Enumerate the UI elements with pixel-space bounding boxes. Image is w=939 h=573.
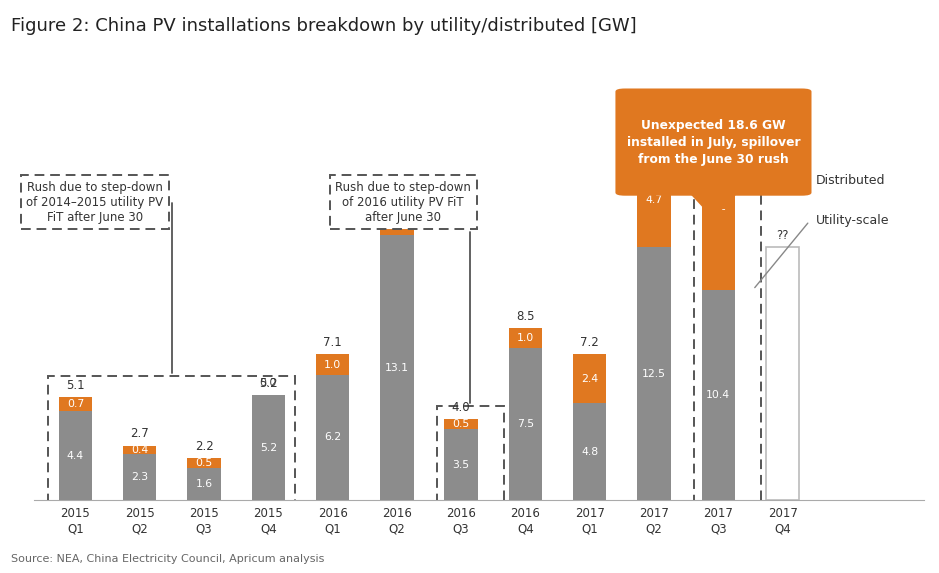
Bar bbox=[444, 429, 478, 500]
Text: Source: NEA, China Electricity Council, Apricum analysis: Source: NEA, China Electricity Council, … bbox=[11, 555, 325, 564]
Bar bbox=[444, 419, 478, 429]
Text: Distributed: Distributed bbox=[816, 174, 885, 187]
Text: 18.6: 18.6 bbox=[705, 106, 731, 119]
Bar bbox=[701, 124, 735, 290]
Text: 4.4: 4.4 bbox=[67, 450, 84, 461]
Bar bbox=[380, 199, 413, 235]
Bar bbox=[252, 395, 285, 500]
Text: 6.2: 6.2 bbox=[324, 433, 341, 442]
Text: 1.8: 1.8 bbox=[389, 212, 406, 222]
Text: 2.7: 2.7 bbox=[131, 427, 149, 441]
Text: 8.5: 8.5 bbox=[516, 310, 534, 323]
Text: Figure 2: China PV installations breakdown by utility/distributed [GW]: Figure 2: China PV installations breakdo… bbox=[11, 17, 637, 35]
Text: 10.4: 10.4 bbox=[706, 390, 731, 400]
Text: Unexpected 18.6 GW
installed in July, spillover
from the June 30 rush: Unexpected 18.6 GW installed in July, sp… bbox=[626, 119, 800, 166]
Text: 0.7: 0.7 bbox=[67, 399, 85, 409]
Bar bbox=[316, 355, 349, 375]
Text: Utility-scale: Utility-scale bbox=[816, 214, 889, 227]
Text: 5.2: 5.2 bbox=[259, 377, 278, 390]
Text: 2.3: 2.3 bbox=[131, 472, 148, 482]
Bar bbox=[766, 248, 799, 500]
Bar bbox=[638, 248, 670, 500]
Text: 7.1: 7.1 bbox=[323, 336, 342, 350]
Text: Rush due to step-down
of 2014–2015 utility PV
FiT after June 30: Rush due to step-down of 2014–2015 utili… bbox=[26, 180, 172, 373]
Text: 12.5: 12.5 bbox=[642, 368, 666, 379]
Bar bbox=[573, 355, 607, 403]
Bar bbox=[123, 446, 157, 454]
Text: 0.4: 0.4 bbox=[131, 445, 148, 454]
Bar bbox=[694, 111, 761, 511]
Text: 17.2: 17.2 bbox=[641, 134, 667, 147]
Bar bbox=[59, 411, 92, 500]
Text: 13.1: 13.1 bbox=[385, 363, 408, 372]
Text: 0.5: 0.5 bbox=[195, 458, 212, 468]
Text: 5.1: 5.1 bbox=[66, 379, 85, 392]
Text: 0.5: 0.5 bbox=[453, 419, 470, 429]
Bar bbox=[316, 375, 349, 500]
Text: 2.2: 2.2 bbox=[194, 439, 213, 453]
Bar bbox=[123, 454, 157, 500]
Text: 2.4: 2.4 bbox=[581, 374, 598, 384]
Text: 7.2: 7.2 bbox=[580, 336, 599, 350]
Text: Rush due to step-down
of 2016 utility PV FiT
after June 30: Rush due to step-down of 2016 utility PV… bbox=[335, 180, 471, 403]
Text: 3.5: 3.5 bbox=[453, 460, 470, 470]
Text: 4.7: 4.7 bbox=[645, 195, 663, 205]
Bar bbox=[509, 328, 542, 348]
Bar bbox=[49, 376, 295, 511]
Bar bbox=[701, 290, 735, 500]
Text: ??: ?? bbox=[777, 229, 789, 242]
Bar bbox=[638, 152, 670, 248]
Text: 1.0: 1.0 bbox=[324, 360, 341, 370]
Bar bbox=[380, 235, 413, 500]
Text: 4.8: 4.8 bbox=[581, 446, 598, 457]
Bar bbox=[509, 348, 542, 500]
Text: 4.0: 4.0 bbox=[452, 401, 470, 414]
Bar bbox=[437, 406, 503, 511]
Text: 1.0: 1.0 bbox=[516, 333, 534, 343]
Text: 14.9: 14.9 bbox=[384, 180, 410, 194]
Bar bbox=[59, 397, 92, 411]
Bar bbox=[187, 458, 221, 468]
Text: 0.0: 0.0 bbox=[259, 378, 277, 388]
Bar bbox=[573, 403, 607, 500]
Text: 5.2: 5.2 bbox=[260, 442, 277, 453]
Polygon shape bbox=[689, 193, 738, 219]
Text: 1.6: 1.6 bbox=[195, 479, 212, 489]
Bar bbox=[187, 468, 221, 500]
Text: 7.5: 7.5 bbox=[516, 419, 534, 429]
Text: 8.2: 8.2 bbox=[710, 202, 727, 212]
FancyBboxPatch shape bbox=[615, 88, 811, 196]
